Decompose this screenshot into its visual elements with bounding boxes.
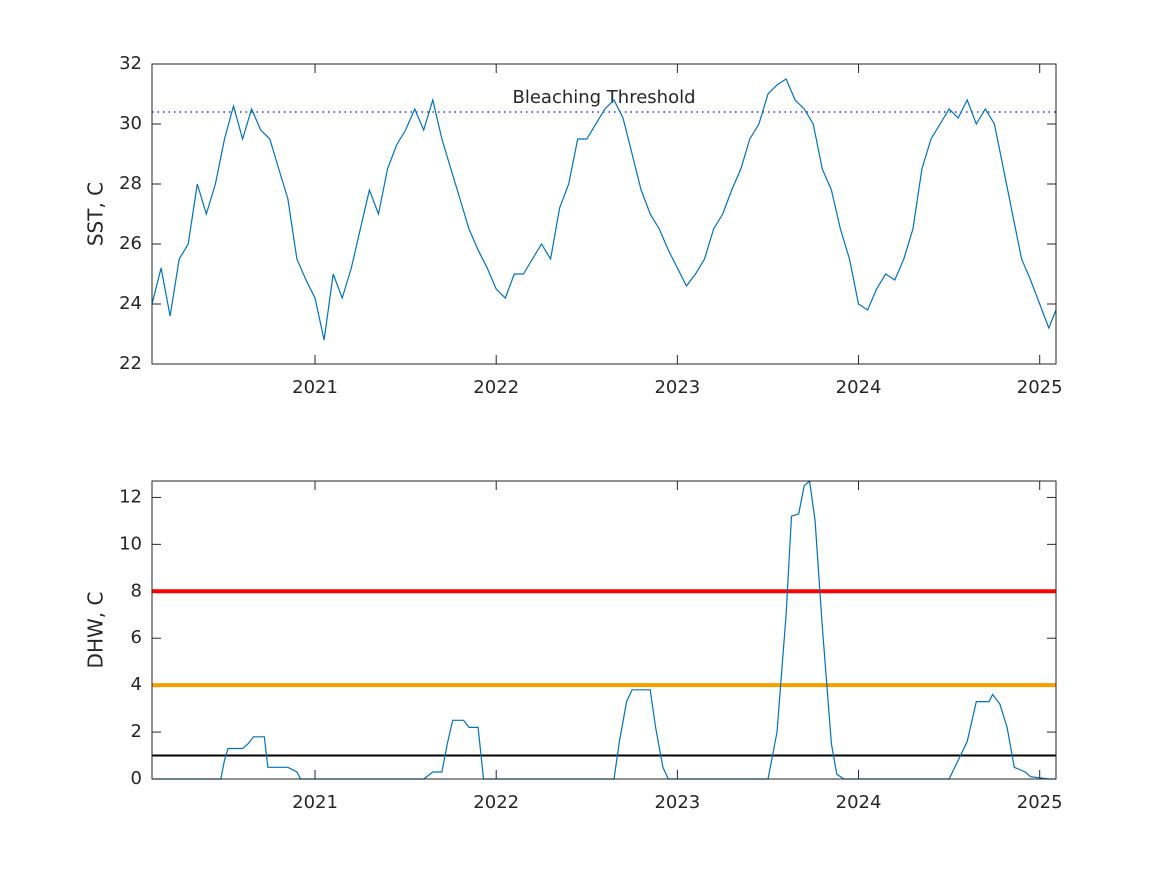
- threshold-label: Bleaching Threshold: [512, 87, 695, 108]
- y-tick-label: 10: [119, 533, 142, 554]
- x-tick-label: 2025: [1017, 377, 1063, 398]
- y-tick-label: 24: [119, 293, 142, 314]
- y-tick-label: 0: [131, 768, 142, 789]
- plot-area: [152, 481, 1056, 779]
- y-tick-label: 32: [119, 53, 142, 74]
- y-tick-label: 4: [131, 674, 142, 695]
- x-tick-label: 2023: [654, 792, 700, 813]
- x-tick-label: 2021: [292, 792, 338, 813]
- data-line: [151, 78, 1057, 341]
- x-tick-label: 2022: [473, 377, 519, 398]
- y-axis-label: SST, C: [84, 182, 108, 246]
- x-tick-label: 2023: [654, 377, 700, 398]
- y-tick-label: 30: [119, 113, 142, 134]
- y-axis-label: DHW, C: [84, 592, 108, 669]
- y-tick-label: 28: [119, 173, 142, 194]
- x-tick-label: 2024: [836, 377, 882, 398]
- axes-box: [151, 63, 1057, 365]
- x-tick-label: 2025: [1017, 792, 1063, 813]
- x-tick-label: 2024: [836, 792, 882, 813]
- y-tick-label: 26: [119, 233, 142, 254]
- y-tick-label: 2: [131, 721, 142, 742]
- y-tick-label: 6: [131, 627, 142, 648]
- data-line: [152, 479, 1056, 780]
- plot-area: [152, 64, 1056, 364]
- x-tick-label: 2022: [473, 792, 519, 813]
- axes-box: [151, 480, 1057, 780]
- y-tick-label: 12: [119, 486, 142, 507]
- y-tick-label: 8: [131, 580, 142, 601]
- y-tick-label: 22: [119, 353, 142, 374]
- x-tick-label: 2021: [292, 377, 338, 398]
